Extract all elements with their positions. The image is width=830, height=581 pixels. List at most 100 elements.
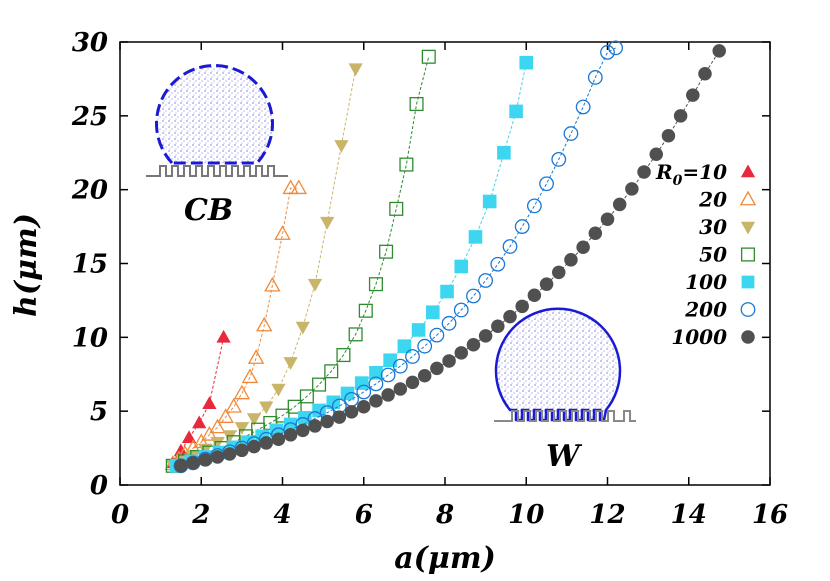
data-point	[234, 422, 249, 435]
data-point	[563, 126, 579, 141]
inset-label-w: W	[546, 439, 583, 474]
data-point	[336, 348, 351, 363]
data-point	[324, 364, 339, 379]
data-point	[600, 212, 615, 226]
legend-marker	[740, 247, 756, 262]
data-point	[368, 277, 383, 292]
legend-marker	[740, 164, 756, 178]
data-point	[259, 401, 274, 415]
y-tick-labels: 0 5 10 15 20 25 30	[71, 28, 108, 501]
data-point	[468, 230, 483, 244]
data-point	[295, 321, 310, 335]
data-point	[354, 376, 369, 390]
legend-entry: R0=10	[655, 160, 756, 189]
data-point	[296, 423, 310, 438]
data-point	[233, 384, 251, 400]
data-point	[181, 430, 197, 443]
data-point	[201, 425, 218, 441]
data-point	[490, 256, 506, 272]
data-point	[482, 194, 497, 209]
data-point	[539, 176, 554, 192]
data-point	[332, 410, 347, 424]
y-tick-label: 30	[72, 28, 108, 58]
x-tick-label: 4	[273, 500, 291, 530]
x-tick-label: 12	[589, 500, 625, 530]
data-point	[453, 302, 469, 318]
data-point	[259, 436, 273, 450]
legend-label: 50	[699, 243, 727, 267]
x-tick-labels: 0 2 4 6 8 10 12 14 16	[111, 500, 788, 530]
data-point	[417, 338, 433, 354]
data-point	[222, 430, 237, 444]
legend-entry: 30	[699, 215, 756, 239]
data-point	[421, 49, 436, 64]
data-point	[217, 408, 234, 423]
data-point	[247, 349, 265, 364]
data-point	[527, 288, 542, 302]
data-point	[379, 244, 394, 259]
data-point	[587, 70, 603, 85]
legend-label: R0=10	[655, 160, 727, 189]
data-point	[503, 309, 517, 324]
data-point	[241, 368, 259, 384]
legend-label: 20	[698, 188, 727, 212]
legend-label-suffix: =10	[682, 160, 727, 184]
x-tick-label: 8	[435, 500, 454, 530]
data-point	[312, 403, 326, 418]
data-point	[225, 397, 242, 413]
series-layer	[164, 40, 726, 474]
inset-cassie-baxter: CB	[146, 64, 288, 228]
data-point	[575, 99, 591, 115]
data-point	[320, 216, 335, 230]
data-point	[491, 319, 505, 334]
data-point	[466, 337, 481, 352]
data-point	[519, 55, 534, 70]
data-point	[283, 428, 298, 442]
y-tick-label: 10	[72, 323, 108, 353]
data-point	[271, 383, 286, 397]
x-axis-label: a(μm)	[394, 541, 496, 576]
data-point	[397, 339, 412, 353]
data-point	[392, 358, 408, 374]
data-point	[222, 447, 237, 461]
data-point	[380, 367, 396, 383]
data-point	[429, 327, 445, 343]
data-point	[441, 315, 457, 331]
data-point	[637, 165, 651, 179]
series-30	[165, 63, 363, 473]
x-tick-label: 14	[671, 500, 707, 530]
x-tick-label: 2	[191, 500, 210, 530]
axes-ticks	[119, 41, 771, 486]
legend-entry: 200	[684, 298, 756, 322]
y-tick-label: 25	[71, 102, 108, 132]
data-point	[198, 453, 213, 467]
y-tick-label: 15	[72, 250, 108, 280]
data-point	[334, 140, 349, 153]
data-point	[686, 88, 700, 102]
y-tick-label: 5	[90, 397, 108, 427]
data-point	[307, 278, 323, 292]
data-point	[369, 394, 383, 408]
cb-droplet	[155, 64, 274, 165]
inset-wenzel: W	[494, 307, 636, 474]
data-point	[526, 198, 542, 214]
data-point	[426, 305, 440, 320]
data-point	[478, 273, 494, 288]
data-point	[282, 179, 299, 195]
data-point	[348, 63, 363, 77]
data-point	[210, 450, 225, 464]
data-point	[454, 346, 468, 360]
data-point	[409, 96, 424, 112]
data-point	[502, 239, 518, 254]
y-tick-label: 20	[71, 176, 108, 206]
data-point	[357, 399, 371, 414]
data-point	[271, 432, 286, 446]
data-point	[393, 382, 408, 396]
data-point	[417, 368, 432, 383]
data-point	[344, 405, 359, 419]
data-point	[186, 456, 200, 470]
data-point	[275, 408, 290, 423]
data-point	[478, 329, 493, 343]
data-point	[283, 417, 298, 432]
